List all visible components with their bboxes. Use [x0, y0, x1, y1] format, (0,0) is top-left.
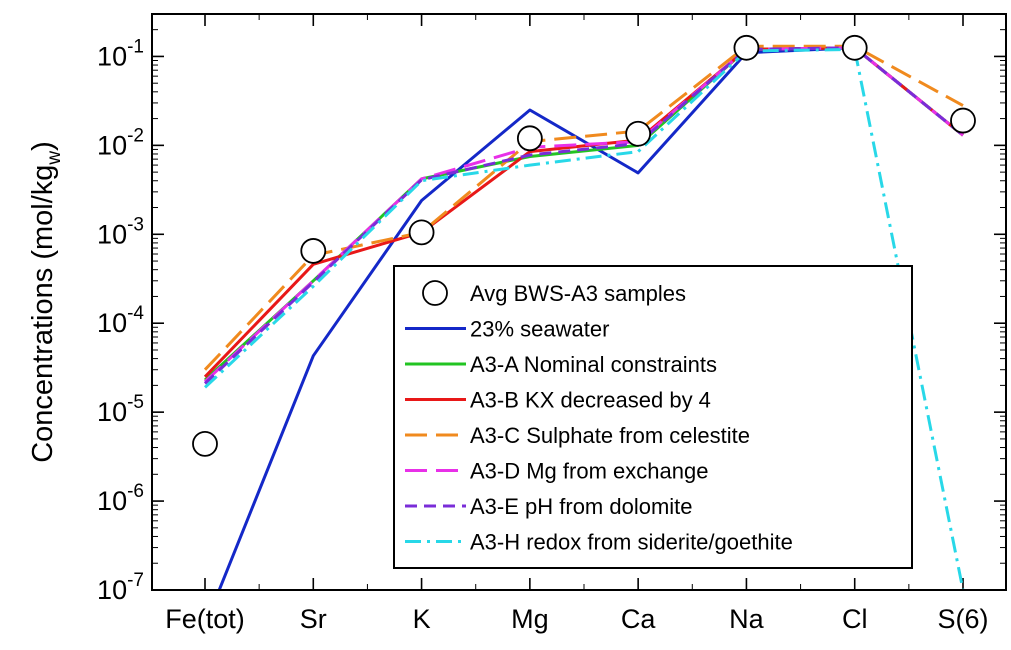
legend-label: A3-C Sulphate from celestite — [470, 423, 750, 448]
y-tick-label: 10-4 — [97, 303, 144, 338]
x-tick-label: K — [413, 604, 431, 634]
y-tick-label: 10-2 — [97, 125, 144, 160]
legend-label: A3-A Nominal constraints — [470, 352, 717, 377]
x-tick-label: Cl — [842, 604, 868, 634]
series-line-a3-h-redox-from-siderite-goethite — [203, 47, 965, 590]
axis-labels: 10-7 10-6 10-5 10-4 10-3 10-2 10-1 Fe(tot) Sr K Mg… — [97, 36, 988, 634]
legend-box — [393, 265, 913, 569]
legend-label: A3-B KX decreased by 4 — [470, 388, 711, 413]
y-tick-label: 10-6 — [97, 481, 144, 516]
series-line-a3-e-ph-from-dolomite — [203, 46, 964, 385]
sample-point — [192, 430, 218, 457]
sample-point — [950, 107, 976, 134]
sample-point — [516, 125, 543, 152]
x-tick-label: Mg — [511, 604, 549, 634]
legend-label: Avg BWS-A3 samples — [470, 281, 686, 306]
legend-label: A3-H redox from siderite/goethite — [470, 530, 793, 555]
sample-point — [841, 34, 868, 61]
sample-point — [625, 120, 652, 147]
legend-label: A3-E pH from dolomite — [470, 494, 693, 519]
x-tick-label: Sr — [300, 604, 327, 634]
series-line-a3-c-sulphate-from-celestite — [203, 44, 964, 371]
x-tick-label: Ca — [621, 604, 656, 634]
sample-point — [408, 219, 435, 246]
legend-label: 23% seawater — [470, 317, 609, 342]
legend-label: A3-D Mg from exchange — [470, 459, 708, 484]
y-tick-label: 10-3 — [97, 214, 144, 249]
y-tick-label: 10-7 — [97, 570, 144, 605]
x-tick-label: Na — [729, 604, 764, 634]
sample-point — [733, 34, 760, 61]
legend: Avg BWS-A3 samples 23% seawater A3-A Nomin… — [393, 265, 913, 569]
series-group — [192, 34, 976, 590]
legend-marker — [422, 280, 448, 306]
plot-frame — [151, 13, 1007, 591]
y-tick-label: 10-1 — [97, 36, 144, 71]
y-axis-label: Concentrations (mol/kgw) — [27, 141, 65, 463]
y-tick-label: 10-5 — [97, 392, 144, 427]
x-tick-label: S(6) — [937, 604, 988, 634]
x-tick-label: Fe(tot) — [165, 604, 245, 634]
sample-point — [300, 238, 327, 264]
